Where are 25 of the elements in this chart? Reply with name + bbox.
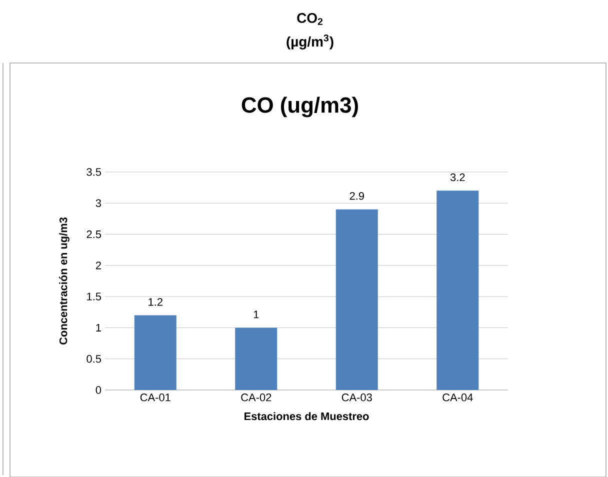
- text: (µg/m$^{3}$): [286, 34, 334, 50]
- x-tick-label: CA-02: [241, 393, 272, 402]
- y-tick-label: 0: [96, 386, 102, 394]
- bar: [336, 209, 378, 390]
- x-tick-label: CA-04: [442, 393, 473, 402]
- data-label: 3.2: [450, 173, 465, 181]
- y-tick-label: 2.5: [86, 230, 102, 238]
- y-tick-label: 1.5: [87, 292, 102, 300]
- y-tick-label: 1: [96, 324, 101, 332]
- chart-title: CO (ug/m3): [242, 96, 358, 118]
- data-label: 1: [254, 310, 259, 318]
- y-tick-label: 3: [96, 199, 101, 207]
- y-tick-label: 3.5: [86, 168, 102, 176]
- y-axis-title: Concentración en ug/m3: [59, 217, 70, 344]
- bar: [235, 328, 278, 390]
- x-tick-label: CA-03: [342, 393, 372, 402]
- data-label: 1.2: [148, 298, 162, 306]
- x-axis-title: Estaciones de Muestreo: [244, 412, 369, 420]
- x-tick-label: CA-01: [140, 393, 170, 402]
- bar: [134, 315, 176, 390]
- text: CO$_{2}$: [297, 12, 323, 25]
- data-label: 2.9: [350, 192, 364, 200]
- bar: [436, 190, 479, 390]
- y-tick-label: 0.5: [86, 354, 102, 363]
- y-tick-label: 2: [96, 261, 101, 270]
